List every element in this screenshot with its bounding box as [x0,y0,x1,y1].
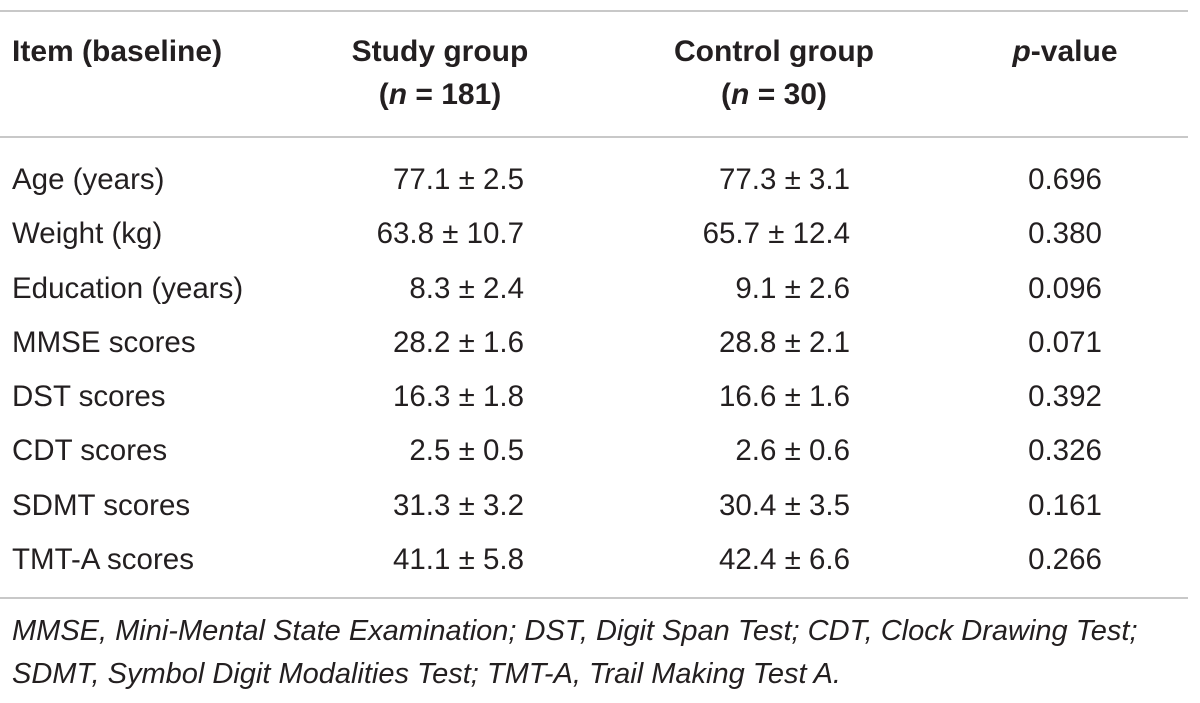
cell-p-value: 0.326 [1028,434,1102,468]
table-row: Weight (kg) 63.8 ± 10.7 65.7 ± 12.4 0.38… [0,207,1188,261]
cell-p-value: 0.161 [1028,488,1102,522]
table-header-rule [0,136,1188,138]
table-row: TMT-A scores 41.1 ± 5.8 42.4 ± 6.6 0.266 [0,533,1188,587]
cell-item: CDT scores [12,434,168,468]
cell-item: Age (years) [12,163,165,196]
cell-control: 30.4 ± 3.5 [718,488,850,522]
cell-p-value: 0.266 [1028,543,1102,577]
cell-control: 65.7 ± 12.4 [702,217,850,251]
cell-study: 8.3 ± 2.4 [409,271,524,305]
cell-study: 41.1 ± 5.8 [392,543,524,577]
table-row: MMSE scores 28.2 ± 1.6 28.8 ± 2.1 0.071 [0,316,1188,370]
cell-p-value: 0.096 [1028,271,1102,305]
cell-study: 31.3 ± 3.2 [392,488,524,522]
table-row: SDMT scores 31.3 ± 3.2 30.4 ± 3.5 0.161 [0,479,1188,533]
header-control-group: Control group (n = 30) [624,30,924,116]
table-row: CDT scores 2.5 ± 0.5 2.6 ± 0.6 0.326 [0,424,1188,478]
header-control-title: Control group [674,35,874,68]
header-control-n-value: = 30) [749,78,827,111]
cell-item: TMT-A scores [12,543,194,577]
table-bottom-rule [0,597,1188,599]
cell-control: 9.1 ± 2.6 [735,271,850,305]
table-body: Age (years) 77.1 ± 2.5 77.3 ± 3.1 0.696 … [0,153,1188,587]
header-item: Item (baseline) [12,35,223,68]
cell-item: MMSE scores [12,325,196,359]
header-study-title: Study group [351,35,529,68]
header-control-n-symbol: n [731,78,750,111]
cell-study: 77.1 ± 2.5 [392,163,524,196]
cell-study: 16.3 ± 1.8 [392,380,524,414]
cell-item: SDMT scores [12,488,191,522]
cell-study: 28.2 ± 1.6 [392,325,524,359]
cell-control: 77.3 ± 3.1 [718,163,850,196]
header-study-n-symbol: n [388,78,408,111]
header-p-symbol: p [1012,35,1031,68]
cell-p-value: 0.392 [1028,380,1102,414]
header-control-n: (n = 30) [721,78,827,111]
table-row: Education (years) 8.3 ± 2.4 9.1 ± 2.6 0.… [0,262,1188,316]
cell-item: DST scores [12,380,166,414]
header-p-suffix: -value [1030,35,1118,68]
table-footnote: MMSE, Mini-Mental State Examination; DST… [12,615,1138,690]
cell-control: 2.6 ± 0.6 [735,434,850,468]
cell-control: 42.4 ± 6.6 [718,543,850,577]
cell-p-value: 0.696 [1028,163,1102,196]
table-row: Age (years) 77.1 ± 2.5 77.3 ± 3.1 0.696 [0,153,1188,207]
cell-study: 63.8 ± 10.7 [376,217,524,251]
header-p-value: p-value [960,30,1170,73]
header-study-group: Study group (n = 181) [300,30,580,116]
cell-control: 16.6 ± 1.6 [718,380,850,414]
cell-p-value: 0.071 [1028,325,1102,359]
cell-p-value: 0.380 [1028,217,1102,251]
cell-study: 2.5 ± 0.5 [409,434,524,468]
table-top-rule [0,10,1188,12]
cell-item: Education (years) [12,271,244,305]
table-row: DST scores 16.3 ± 1.8 16.6 ± 1.6 0.392 [0,370,1188,424]
header-study-n-value: = 181) [407,78,502,111]
header-study-n: (n = 181) [378,78,502,111]
cell-item: Weight (kg) [12,217,163,251]
cell-control: 28.8 ± 2.1 [718,325,850,359]
